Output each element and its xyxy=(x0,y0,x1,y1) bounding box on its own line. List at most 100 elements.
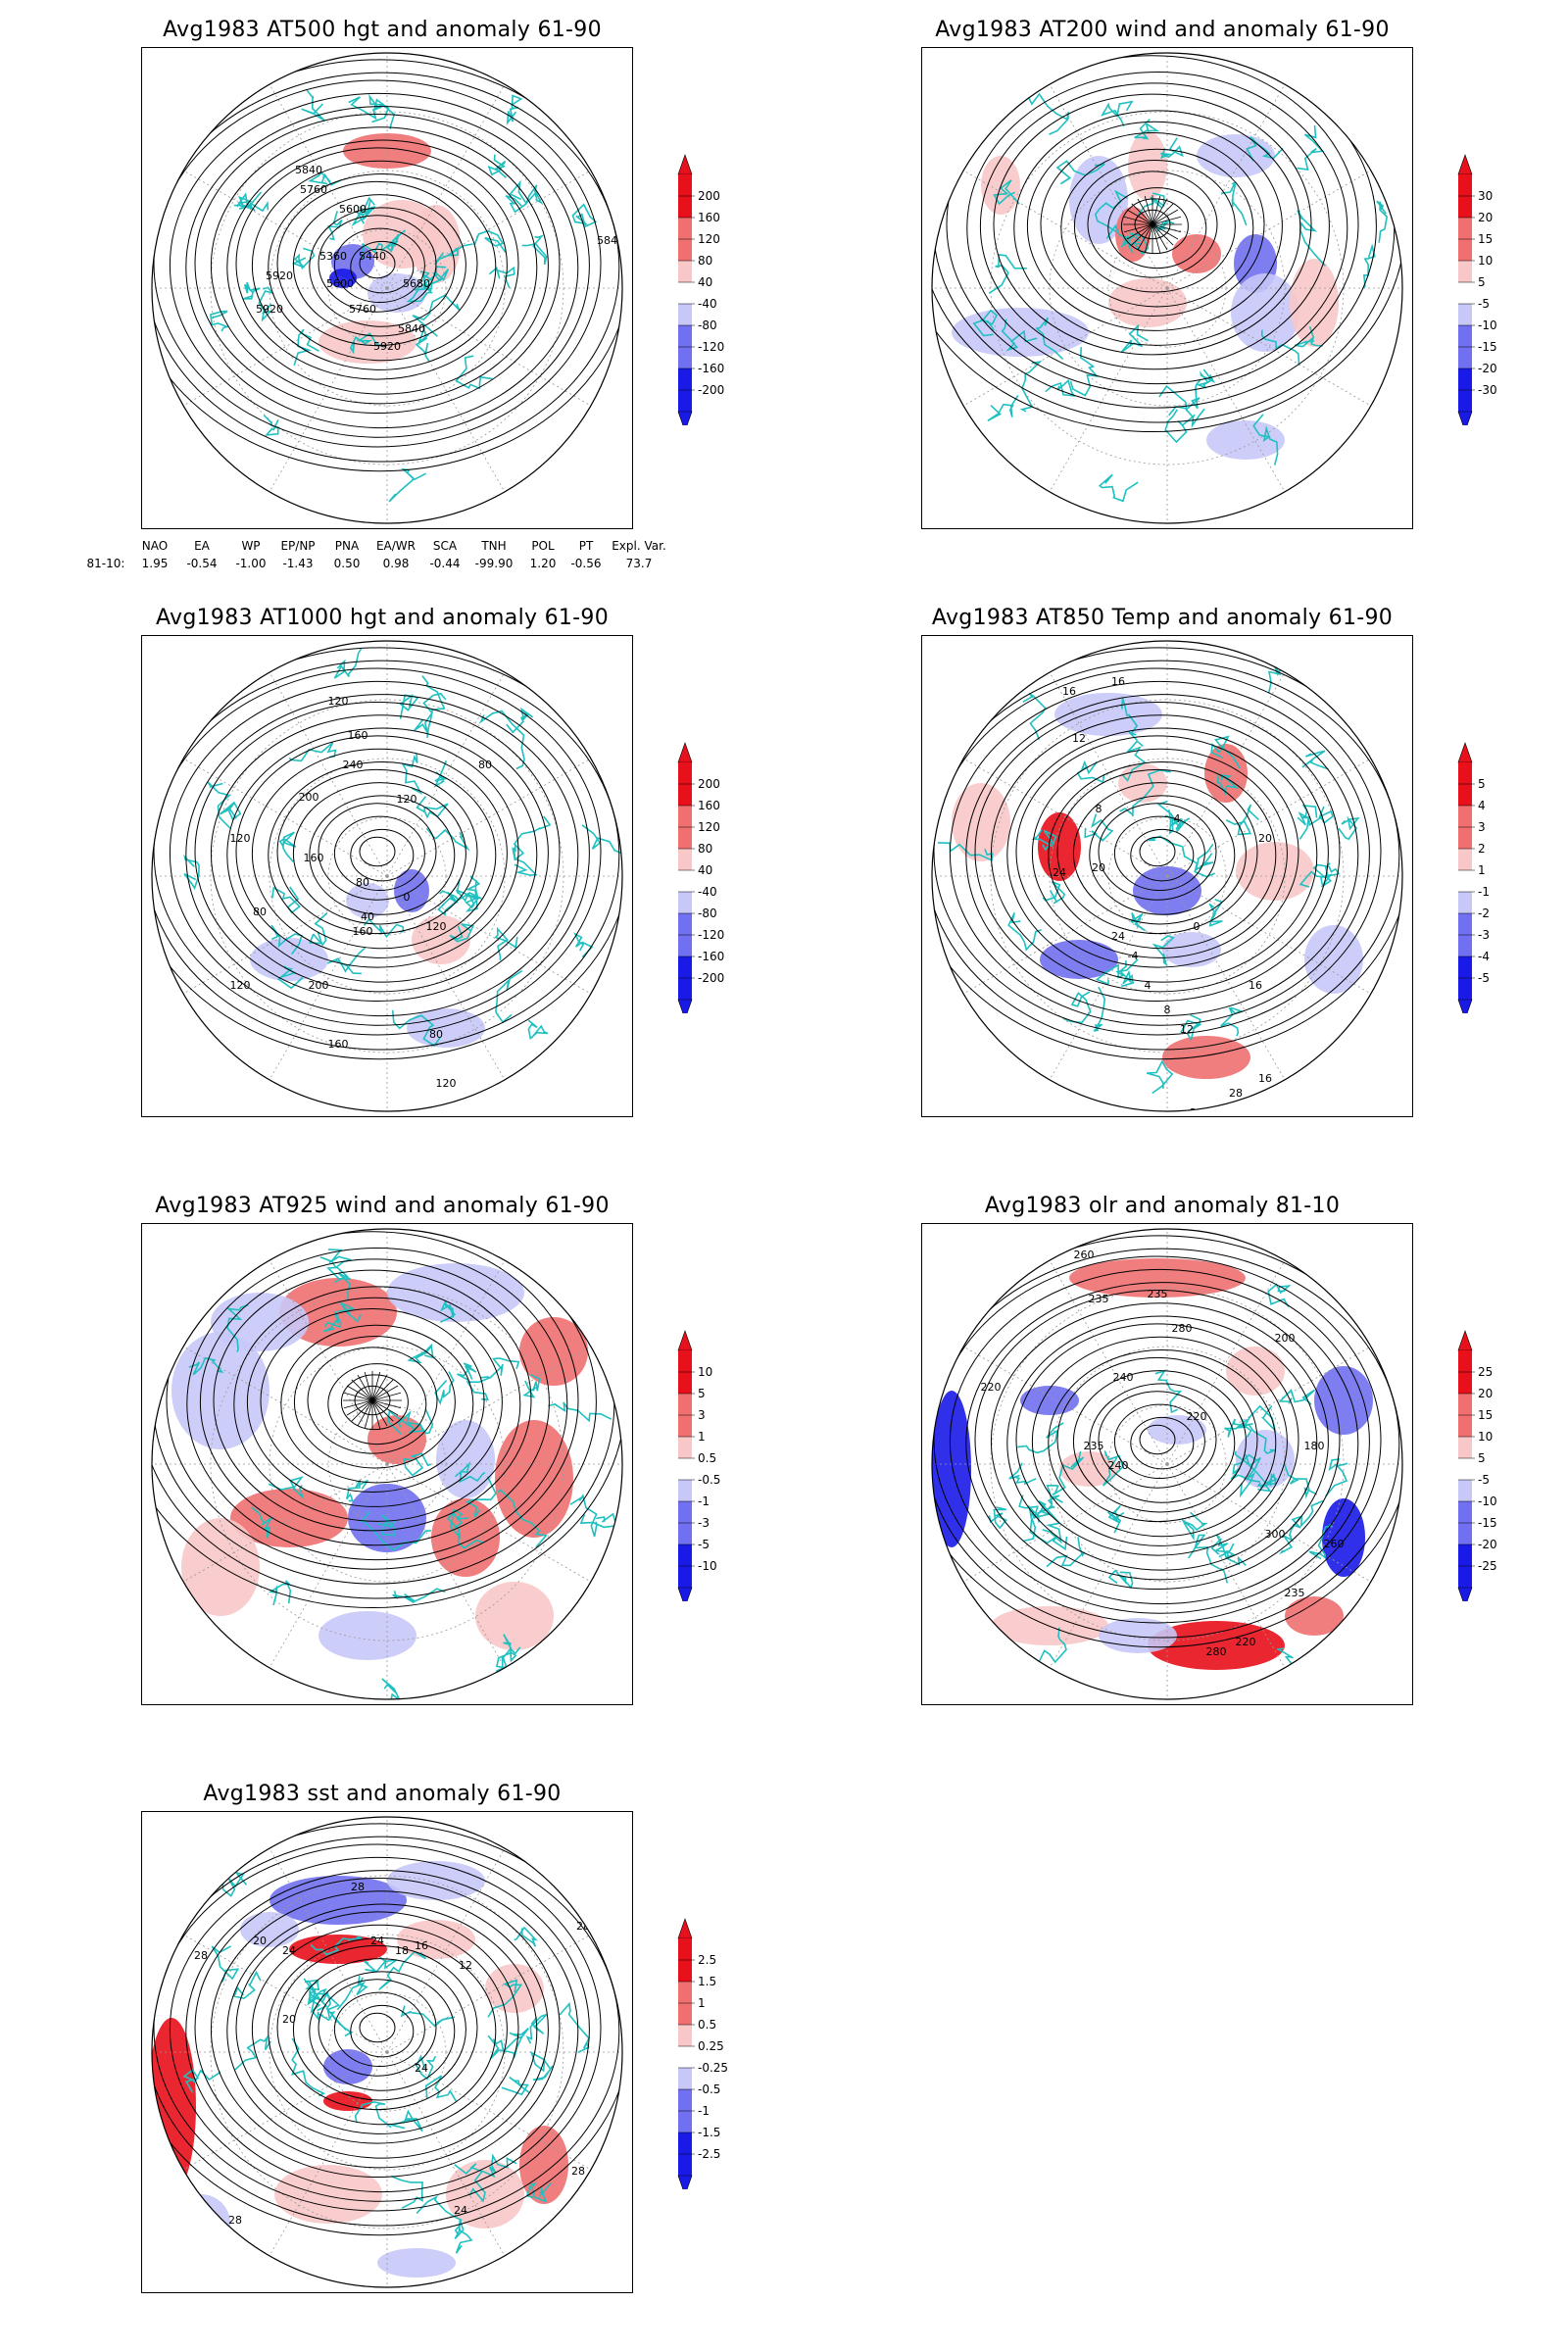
contour-line xyxy=(933,1255,1382,1624)
teleconnection-value: -1.43 xyxy=(282,557,314,570)
colorbar: 2.5 1.5 1 0.5 0.25 -0.25 -0.5 -1 -1.5 -2.5 xyxy=(672,1915,780,2196)
colorbar-tick-label: -20 xyxy=(1478,1538,1497,1551)
coastline xyxy=(1164,409,1196,444)
coastline xyxy=(1122,740,1147,782)
teleconnection-table: NAO EA WP EP/NP PNA EA/WR SCA TNH POL PT Expl. Var… xyxy=(87,539,792,582)
colorbar-swatch xyxy=(1458,1523,1472,1544)
colorbar-swatch xyxy=(678,304,692,325)
contour-line xyxy=(333,1991,425,2068)
colorbar-tick-label: -40 xyxy=(698,885,717,899)
contour-line xyxy=(333,815,425,892)
coastline xyxy=(1278,1389,1316,1405)
anomaly-shade xyxy=(172,1332,270,1449)
colorbar-swatch xyxy=(678,1982,692,2003)
coastline xyxy=(559,2001,590,2054)
teleconnection-header: POL xyxy=(531,539,555,553)
coastline xyxy=(439,890,460,906)
coastline xyxy=(258,286,275,322)
colorbar-tick-label: -15 xyxy=(1478,1516,1497,1530)
contour-label: 120 xyxy=(230,979,251,992)
coastline xyxy=(322,1310,342,1333)
coastline xyxy=(424,2075,458,2102)
contour-line xyxy=(1006,727,1318,983)
colorbar-tick-label: 3 xyxy=(1478,820,1486,834)
contour-line xyxy=(194,113,561,415)
colorbar-swatch xyxy=(678,892,692,913)
coastline xyxy=(1130,912,1146,932)
coastline xyxy=(569,1494,598,1538)
coastline xyxy=(454,1460,486,1484)
contour-line xyxy=(1072,1370,1247,1513)
colorbar-swatch xyxy=(678,1544,692,1566)
contour-line xyxy=(251,1924,508,2134)
anomaly-shade xyxy=(932,1391,971,1547)
coastline xyxy=(412,294,461,337)
contour-label: 240 xyxy=(1108,1459,1129,1472)
colorbar-tick-label: -10 xyxy=(1478,1494,1497,1508)
contour-label: 18 xyxy=(395,1944,409,1957)
coastline xyxy=(1297,210,1326,267)
contour-line xyxy=(350,240,415,294)
colorbar-tick-label: -30 xyxy=(1478,383,1497,397)
coastline xyxy=(465,1476,497,1518)
coastline xyxy=(509,179,543,206)
coastline xyxy=(1042,881,1066,905)
coastline xyxy=(1102,1450,1124,1487)
contour-label: 5920 xyxy=(256,303,283,316)
coastline xyxy=(988,253,1027,294)
colorbar-tick-label: -3 xyxy=(1478,928,1490,942)
colorbar-tick-label: -15 xyxy=(1478,340,1497,354)
coastline xyxy=(1221,181,1248,226)
contour-label: 200 xyxy=(1275,1332,1296,1345)
contour-label: 16 xyxy=(1258,1072,1272,1085)
contour-label: 235 xyxy=(1285,1587,1305,1599)
anomaly-shade xyxy=(397,1920,475,1959)
colorbar-tick-label: -80 xyxy=(698,906,717,920)
colorbar: 200 160 120 80 40 -40 -80 -120 -160 -200 xyxy=(672,151,780,432)
contour-line xyxy=(932,53,1396,423)
contour-label: 5600 xyxy=(339,203,367,216)
colorbar-swatch xyxy=(678,2003,692,2025)
contour-line xyxy=(1013,110,1301,346)
colorbar-tick-label: 20 xyxy=(1478,211,1493,224)
coastline xyxy=(1181,1511,1208,1542)
contour-line xyxy=(1087,171,1218,278)
contour-line xyxy=(1040,132,1265,317)
coastline xyxy=(1118,960,1135,988)
coastline xyxy=(488,266,515,289)
coastline xyxy=(1017,1422,1064,1454)
coastline xyxy=(421,675,446,739)
coastline xyxy=(1216,774,1240,797)
contour-label: 160 xyxy=(328,1038,349,1051)
coastline xyxy=(392,1588,446,1604)
contour-line xyxy=(359,248,396,279)
panel-title: Avg1983 AT500 hgt and anomaly 61-90 xyxy=(163,18,602,42)
coastline xyxy=(368,93,396,129)
colorbar-swatch xyxy=(678,1566,692,1588)
coastline xyxy=(1045,378,1076,397)
teleconnection-value: 1.20 xyxy=(529,557,557,570)
teleconnection-header: NAO xyxy=(141,539,169,553)
coastline xyxy=(308,1987,328,2012)
contour-line xyxy=(1015,735,1299,968)
colorbar-tick-label: 80 xyxy=(698,254,712,268)
contour-label: 260 xyxy=(1324,1538,1345,1550)
contour-line xyxy=(293,1336,456,1469)
colorbar-tick-label: -10 xyxy=(698,1559,717,1573)
colorbar-swatch xyxy=(678,1480,692,1501)
contour-line xyxy=(1072,782,1247,925)
contour-line xyxy=(933,667,1382,1036)
colorbar-swatch xyxy=(678,1394,692,1415)
contour-line xyxy=(280,1324,474,1484)
coastline xyxy=(1195,843,1214,872)
contour-line xyxy=(292,1958,466,2101)
contour-label: 280 xyxy=(1172,1322,1193,1335)
contour-line xyxy=(340,1374,409,1431)
colorbar-tick-label: 80 xyxy=(698,842,712,856)
coastline xyxy=(278,831,297,862)
coastline xyxy=(263,414,279,436)
colorbar-swatch xyxy=(1458,784,1472,806)
coastline xyxy=(293,328,319,367)
coastline xyxy=(407,1344,434,1364)
coastline xyxy=(993,179,1020,206)
